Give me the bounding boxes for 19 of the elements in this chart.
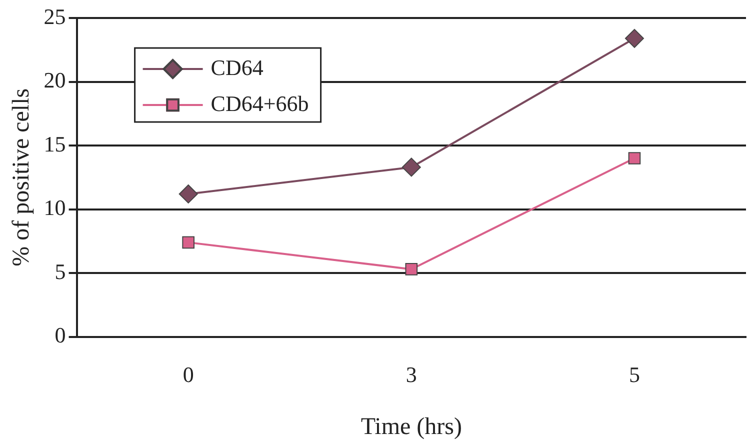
x-tick-label: 0	[182, 362, 194, 387]
y-axis-title: % of positive cells	[8, 88, 35, 266]
y-tick-label: 10	[44, 195, 66, 220]
x-axis-title: Time (hrs)	[360, 414, 462, 440]
legend-label: CD64+66b	[210, 90, 309, 116]
point	[182, 236, 194, 249]
point	[402, 158, 421, 177]
point	[628, 152, 641, 164]
y-tick-label: 0	[54, 322, 66, 348]
point	[178, 184, 198, 204]
point	[405, 263, 418, 276]
y-tick-label: 20	[44, 68, 66, 93]
y-tick-label: 15	[44, 131, 66, 156]
x-tick-label: 5	[628, 362, 640, 387]
legend-label: CD64	[210, 54, 264, 80]
point	[624, 28, 644, 48]
x-tick-label: 3	[406, 362, 417, 387]
y-tick-label: 5	[54, 258, 66, 284]
y-tick-label: 25	[44, 4, 66, 29]
